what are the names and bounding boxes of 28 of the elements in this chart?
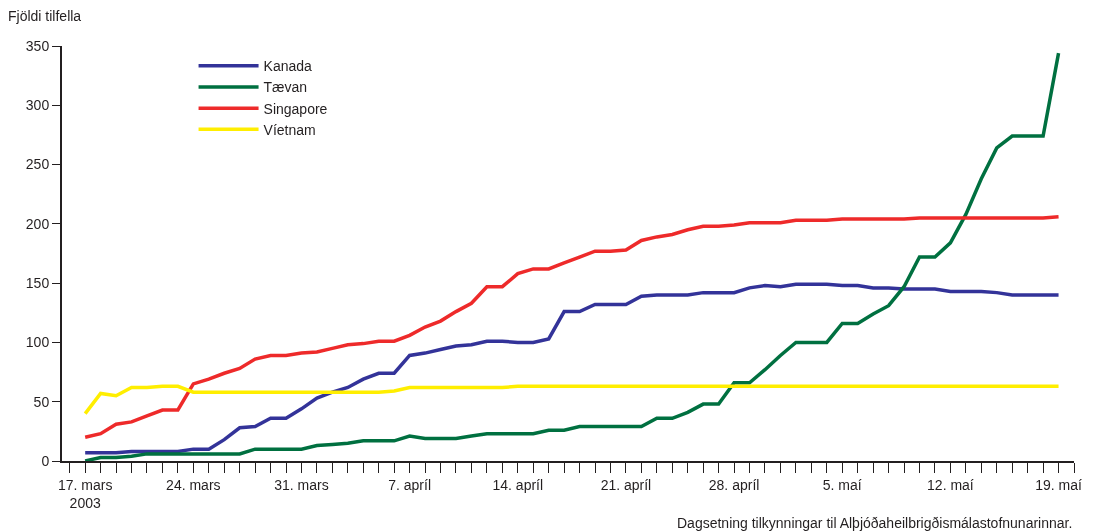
y-tick-label: 300 bbox=[25, 97, 50, 114]
y-tick-label: 200 bbox=[25, 215, 50, 232]
legend-label: Víetnam bbox=[263, 121, 316, 138]
x-tick-label: 5. maí bbox=[822, 476, 862, 493]
line-series bbox=[83, 384, 1061, 416]
line-series bbox=[83, 214, 1061, 440]
x-tick-label: 7. apríl bbox=[388, 476, 432, 493]
y-tick-label: 350 bbox=[25, 37, 50, 54]
legend-label: Kanada bbox=[263, 58, 313, 75]
x-tick-label: 31. mars bbox=[274, 476, 329, 493]
line-series bbox=[83, 51, 1061, 461]
x-tick-label: 28. apríl bbox=[708, 476, 760, 493]
y-tick-label: 250 bbox=[25, 156, 50, 173]
line-series bbox=[83, 282, 1061, 455]
y-axis-title: Fjöldi tilfella bbox=[8, 8, 82, 24]
x-axis-title: Dagsetning tilkynningar til Alþjóðaheilbrigðismálastofnunarinnar. bbox=[677, 515, 1073, 531]
x-tick-label: 24. mars bbox=[166, 476, 221, 493]
y-tick-label: 150 bbox=[25, 275, 50, 292]
x-tick-label: 19. maí bbox=[1035, 476, 1082, 493]
legend-label: Tævan bbox=[263, 79, 308, 96]
y-tick-label: 100 bbox=[25, 334, 50, 351]
legend-label: Singapore bbox=[263, 100, 328, 117]
x-tick-label: 17. mars 2003 bbox=[57, 476, 113, 511]
x-tick-label: 12. maí bbox=[927, 476, 974, 493]
x-tick-label: 21. apríl bbox=[600, 476, 652, 493]
x-tick-label: 14. apríl bbox=[492, 476, 544, 493]
y-tick-label: 50 bbox=[33, 393, 50, 410]
y-tick-label: 0 bbox=[41, 452, 50, 469]
